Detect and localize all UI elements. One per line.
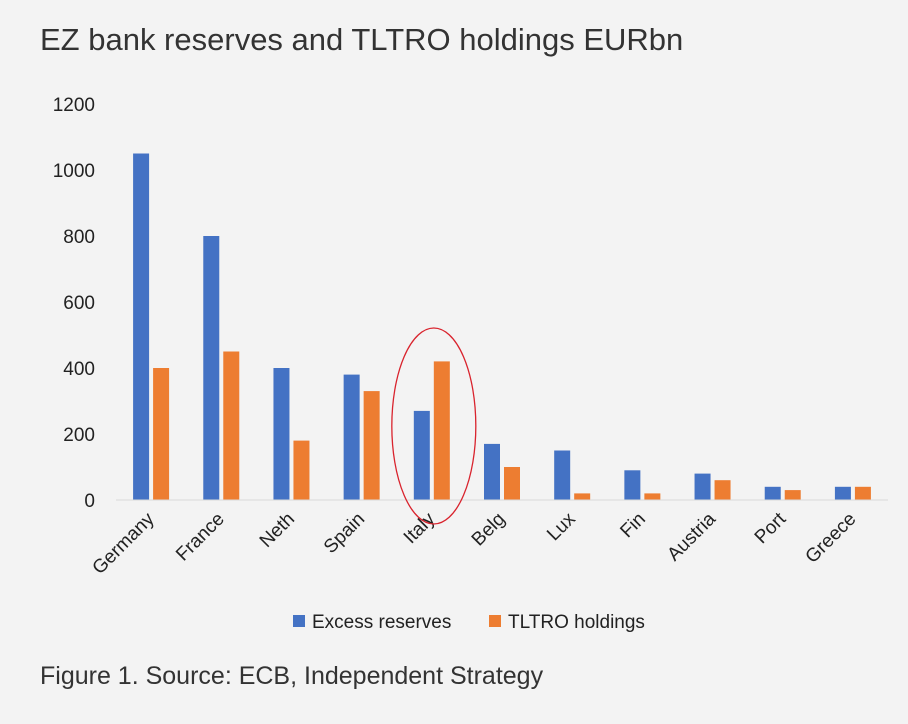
y-tick-label: 1200	[53, 95, 95, 116]
chart-title: EZ bank reserves and TLTRO holdings EURb…	[40, 22, 684, 57]
category-label-neth: Neth	[256, 509, 299, 552]
bar-tltro-holdings-spain	[363, 391, 380, 500]
bar-tltro-holdings-france	[223, 351, 240, 500]
category-label-greece: Greece	[802, 509, 861, 568]
bar-excess-reserves-greece	[834, 486, 851, 500]
legend-label-tltro-holdings: TLTRO holdings	[508, 612, 645, 633]
y-tick-label: 400	[63, 359, 95, 380]
bar-tltro-holdings-germany	[153, 368, 170, 500]
category-label-germany: Germany	[89, 508, 159, 578]
bar-tltro-holdings-belg	[504, 467, 520, 500]
bar-tltro-holdings-italy	[433, 361, 450, 500]
bar-tltro-holdings-fin	[644, 493, 661, 500]
bar-excess-reserves-italy	[413, 410, 430, 500]
y-axis-ticks: 0 200 400 600 800 1000 1200	[53, 95, 95, 512]
category-label-belg: Belg	[468, 509, 510, 551]
y-tick-label: 1000	[53, 161, 95, 182]
category-label-italy: Italy	[400, 508, 440, 548]
figure-caption: Figure 1. Source: ECB, Independent Strat…	[40, 662, 544, 690]
bars	[133, 153, 871, 500]
bar-excess-reserves-belg	[484, 443, 500, 500]
y-tick-label: 600	[63, 293, 95, 314]
bar-tltro-holdings-greece	[854, 486, 871, 500]
y-tick-label: 200	[63, 425, 95, 446]
category-label-lux: Lux	[543, 508, 580, 545]
category-label-port: Port	[751, 508, 791, 548]
legend-label-excess-reserves: Excess reserves	[312, 612, 451, 633]
y-tick-label: 800	[63, 227, 95, 248]
y-tick-label: 0	[84, 491, 95, 512]
bar-excess-reserves-france	[203, 236, 220, 500]
category-label-fin: Fin	[616, 509, 650, 543]
bar-tltro-holdings-port	[784, 490, 801, 500]
category-label-spain: Spain	[320, 509, 369, 558]
bar-excess-reserves-neth	[273, 368, 290, 500]
category-label-france: France	[172, 509, 229, 566]
legend-swatch-excess-reserves	[293, 615, 305, 627]
bar-excess-reserves-lux	[554, 450, 571, 500]
highlight-ellipse-italy	[391, 327, 477, 525]
annotations	[391, 327, 477, 525]
legend: Excess reserves TLTRO holdings	[293, 612, 645, 633]
bar-excess-reserves-austria	[694, 473, 711, 500]
category-label-austria: Austria	[663, 508, 720, 565]
bar-excess-reserves-fin	[624, 470, 641, 500]
category-labels: Germany France Neth Spain Italy Belg Lux Fin Aus…	[89, 508, 861, 579]
bar-excess-reserves-port	[764, 486, 781, 500]
bar-tltro-holdings-lux	[574, 493, 591, 500]
bar-tltro-holdings-austria	[714, 480, 731, 500]
bar-excess-reserves-germany	[133, 153, 150, 500]
legend-swatch-tltro-holdings	[489, 615, 501, 627]
bar-excess-reserves-spain	[343, 374, 360, 500]
bar-tltro-holdings-neth	[293, 440, 310, 500]
